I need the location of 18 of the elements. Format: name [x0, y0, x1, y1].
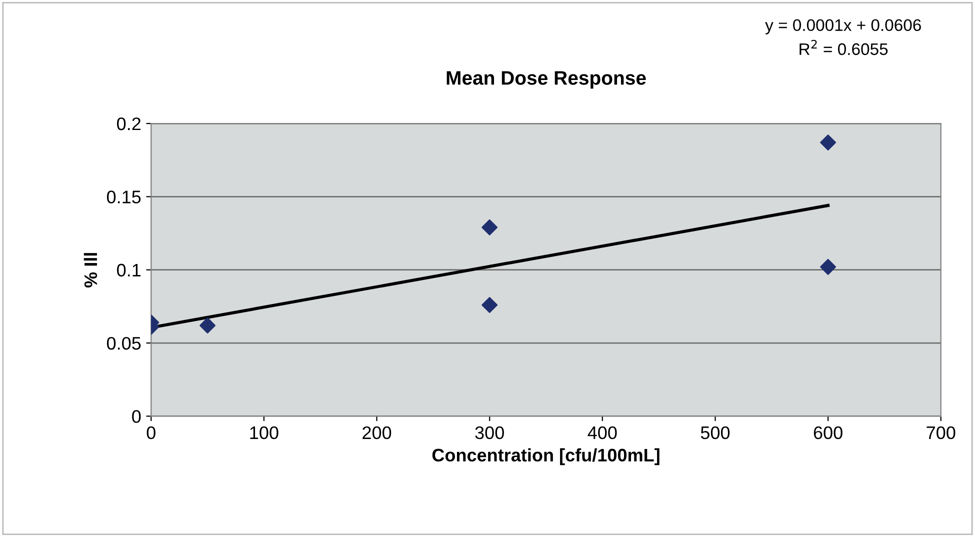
x-tick-label: 600 — [814, 426, 842, 440]
x-tick-label: 400 — [588, 426, 617, 440]
x-tick-label: 100 — [250, 426, 278, 440]
y-tick-label: 0 — [132, 410, 141, 423]
y-tick-label: 0.2 — [117, 117, 140, 130]
y-tick-label: 0.15 — [106, 190, 141, 204]
chart-title: Mean Dose Response — [446, 71, 646, 89]
y-tick-label: 0.1 — [117, 264, 141, 277]
text: R$^{2}$ = 0.6055 — [800, 40, 888, 56]
x-tick-label: 500 — [700, 426, 730, 440]
y-tick-label: 0.05 — [106, 336, 141, 350]
x-tick-label: 700 — [926, 426, 956, 440]
x-tick-label: 0 — [146, 426, 156, 440]
x-tick-label: 200 — [362, 426, 392, 440]
text: y = 0.0001x + 0.0606 — [765, 19, 921, 34]
x-tick-label: 300 — [475, 426, 504, 440]
x-axis-title: Concentration [cfu/100mL] — [432, 448, 660, 466]
y-axis-title: % Ill — [84, 253, 98, 288]
